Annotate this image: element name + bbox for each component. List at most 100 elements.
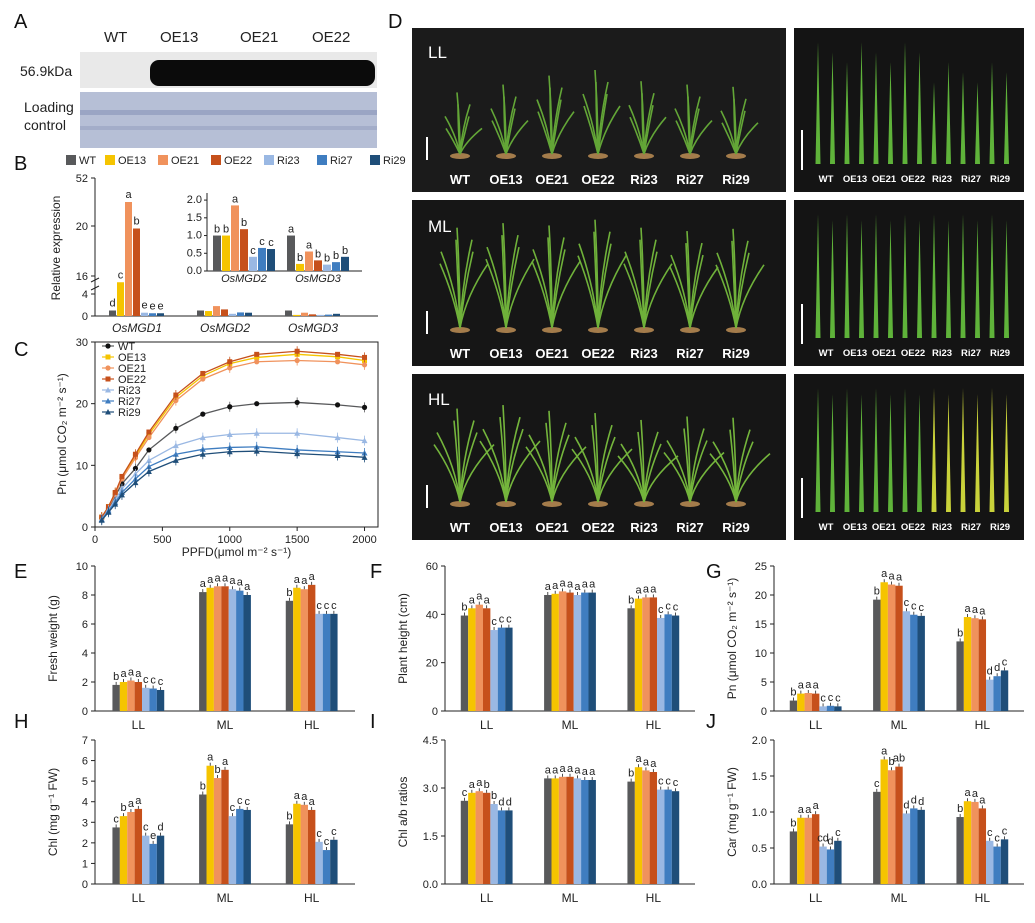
b-bar-letter: e: [149, 300, 155, 312]
plant-leaf: [551, 111, 575, 155]
e-bar-letter: c: [331, 600, 337, 612]
inset-bar-ri23-osmgd3: [323, 264, 331, 271]
g-bar-ri27-ml: [910, 614, 918, 711]
h-y-tick-label: 1: [82, 858, 88, 870]
f-bar-letter: a: [469, 594, 476, 606]
f-y-tick-label: 40: [426, 609, 438, 621]
e-bar-letter: a: [207, 574, 214, 586]
leaf-blade: [830, 220, 835, 338]
j-bar-letter: d: [827, 835, 833, 847]
legend-label-wt: WT: [79, 155, 96, 167]
h-bar-oe21-ll: [127, 812, 135, 884]
h-bar-letter: a: [309, 796, 316, 808]
g-bar-ri29-ml: [917, 615, 925, 711]
plant-label-oe13: OE13: [489, 346, 522, 361]
f-bar-oe13-ll: [468, 608, 476, 711]
plant-label-ri27: Ri27: [676, 172, 703, 187]
leaf-blade: [859, 42, 864, 164]
c-point-oe22: [362, 354, 368, 360]
blot-header-oe21: OE21: [240, 29, 278, 46]
g-bar-letter: c: [1002, 656, 1008, 668]
g-bar-ri29-hl: [1000, 670, 1009, 711]
c-point-wt: [294, 399, 300, 406]
plant-leaf: [597, 255, 627, 329]
c-y-tick-label: 10: [76, 460, 88, 472]
leaf-label-ri29: Ri29: [990, 348, 1010, 359]
i-bar-letter: a: [545, 764, 552, 776]
g-bar-ri23-hl: [986, 679, 994, 711]
h-bar-oe22-ml: [221, 769, 229, 884]
b-y-tick-label: 20: [76, 221, 88, 233]
i-bar-letter: c: [658, 776, 664, 788]
c-legend-marker: [105, 365, 111, 371]
e-y-tick-label: 10: [76, 561, 88, 573]
leaf-label-ri29: Ri29: [990, 522, 1010, 533]
e-bar-ri23-hl: [315, 613, 323, 711]
legend-label-ri23: Ri23: [277, 155, 300, 167]
j-bar-ri27-hl: [993, 846, 1001, 884]
c-point-ri29: [172, 457, 179, 463]
g-bar-oe22-ll: [811, 693, 820, 711]
j-bar-letter: c: [835, 827, 841, 839]
c-legend-label-oe22: OE22: [118, 374, 146, 386]
g-bar-letter: a: [979, 605, 986, 617]
f-bar-oe22-ml: [566, 592, 574, 711]
leaf-blade: [946, 220, 951, 338]
b-bar-ri27-osmgd2: [237, 312, 244, 316]
i-bar-ri29-ll: [505, 810, 513, 884]
e-y-tick-label: 8: [82, 590, 88, 602]
plant-label-ri27: Ri27: [676, 346, 703, 361]
g-bar-letter: a: [798, 680, 805, 692]
e-bar-oe13-hl: [293, 587, 301, 711]
c-point-oe22: [254, 351, 260, 357]
f-bar-oe22-ll: [482, 608, 491, 711]
j-bar-oe21-ml: [887, 770, 896, 884]
j-bar-wt-ml: [873, 791, 881, 884]
plant-pot: [634, 327, 654, 333]
leaf-blade: [975, 394, 980, 512]
h-bar-letter: a: [301, 791, 308, 803]
loading-control-gel: [80, 92, 377, 148]
j-bar-letter: a: [964, 787, 971, 799]
c-point-wt: [200, 411, 206, 417]
b-bar-letter: b: [133, 216, 139, 228]
j-bar-ri23-ll: [819, 846, 827, 884]
plant-leaf: [689, 266, 719, 329]
inset-x-label-osmgd2: OsMGD2: [221, 273, 267, 285]
plant-leaf: [551, 260, 581, 329]
g-bar-letter: b: [957, 627, 963, 639]
h-bar-wt-ml: [199, 794, 207, 884]
plant-label-ri29: Ri29: [722, 172, 749, 187]
inset-bar-oe21-osmgd2: [231, 205, 239, 271]
photo-plants-ll: [412, 28, 786, 192]
j-bar-letter: b: [790, 817, 796, 829]
c-legend-label-ri29: Ri29: [118, 407, 141, 419]
h-y-tick-label: 7: [82, 735, 88, 747]
inset-bar-letter: b: [297, 252, 303, 264]
plant-pot: [726, 153, 746, 159]
c-point-oe22: [112, 489, 118, 495]
i-bar-letter: a: [560, 763, 567, 775]
j-y-tick-label: 1.0: [752, 807, 767, 819]
f-bar-letter: a: [552, 580, 559, 592]
leaf-blade: [815, 42, 821, 164]
f-bar-letter: c: [491, 616, 497, 628]
f-bar-ri29-ml: [588, 592, 596, 711]
j-y-tick-label: 0.5: [752, 843, 767, 855]
inset-bar-letter: b: [333, 250, 339, 262]
g-bar-letter: c: [828, 692, 834, 704]
panel-letter-j: J: [706, 711, 716, 733]
i-bar-letter: b: [628, 768, 634, 780]
c-legend-label-oe13: OE13: [118, 352, 146, 364]
inset-y-tick-label: 1.5: [187, 212, 202, 224]
inset-bar-oe22-osmgd2: [240, 229, 248, 271]
loading-control-band-2: [80, 126, 377, 130]
i-x-label-ml: ML: [562, 891, 579, 905]
b-bar-letter: e: [157, 300, 163, 312]
f-bar-letter: a: [545, 581, 552, 593]
leaf-label-oe13: OE13: [843, 522, 867, 533]
leaf-blade: [946, 394, 951, 512]
f-y-axis-label: Plant height (cm): [396, 593, 410, 684]
f-bar-ri23-ll: [490, 630, 498, 711]
